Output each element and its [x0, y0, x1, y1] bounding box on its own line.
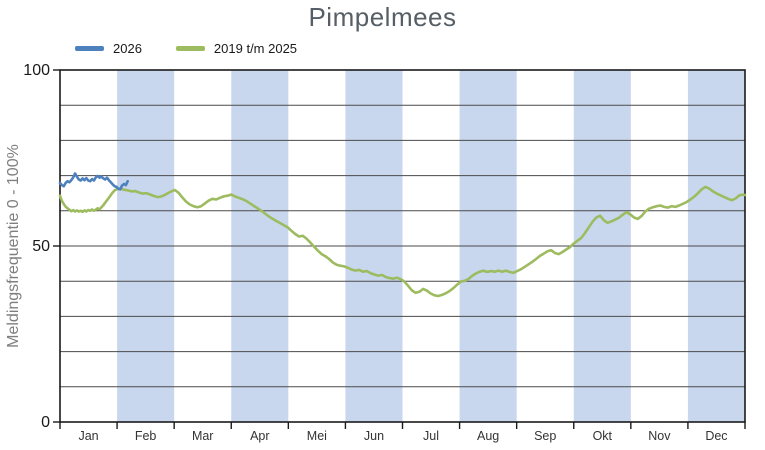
- x-axis-month-label: Apr: [250, 429, 269, 443]
- series-line-2026: [58, 172, 129, 191]
- x-axis-month-label: Mar: [192, 429, 214, 443]
- x-axis-month-label: Sep: [534, 429, 556, 443]
- legend-label-history: 2019 t/m 2025: [213, 41, 298, 56]
- y-axis-label: Meldingsfrequentie 0 - 100%: [5, 144, 22, 348]
- x-axis-month-label: Jan: [78, 429, 98, 443]
- series-line-2019-t-m-2025: [58, 185, 747, 298]
- y-axis-tick-label: 100: [23, 62, 50, 79]
- legend-label-2026: 2026: [113, 41, 142, 56]
- legend: 2026 2019 t/m 2025: [75, 41, 297, 56]
- x-axis-month-label: Feb: [135, 429, 157, 443]
- x-axis-month-label: Mei: [307, 429, 327, 443]
- x-axis-month-label: Jun: [364, 429, 384, 443]
- legend-item-2026: 2026: [75, 41, 142, 56]
- chart-title: Pimpelmees: [308, 2, 457, 32]
- x-axis-month-label: Okt: [593, 429, 613, 443]
- legend-swatch-2026: [75, 46, 104, 51]
- x-axis-month-label: Jul: [423, 429, 439, 443]
- x-axis-month-label: Dec: [705, 429, 727, 443]
- x-axis-month-label: Nov: [648, 429, 671, 443]
- legend-item-history: 2019 t/m 2025: [175, 41, 298, 56]
- y-axis-tick-label: 50: [32, 238, 50, 255]
- y-axis-tick-label: 0: [41, 414, 50, 431]
- legend-swatch-history: [175, 46, 205, 51]
- x-axis-month-label: Aug: [477, 429, 499, 443]
